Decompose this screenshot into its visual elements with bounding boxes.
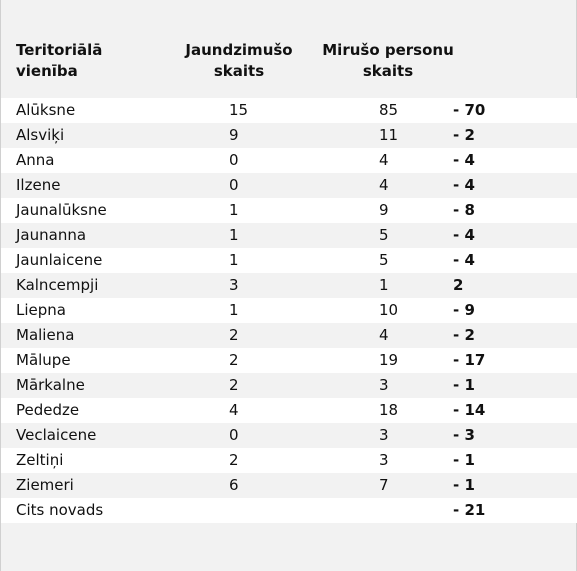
row-difference: 2 bbox=[453, 276, 464, 294]
table-row: Maliena 2 4 - 2 bbox=[1, 323, 577, 348]
header-deaths: Mirušo personu skaits bbox=[322, 41, 454, 80]
row-deaths: 4 bbox=[379, 326, 389, 344]
row-difference: - 3 bbox=[453, 426, 475, 444]
row-difference: - 1 bbox=[453, 376, 475, 394]
row-deaths: 19 bbox=[379, 351, 399, 369]
row-name: Alūksne bbox=[16, 101, 76, 119]
table-row: Veclaicene 0 3 - 3 bbox=[1, 423, 577, 448]
row-deaths: 4 bbox=[379, 151, 389, 169]
table-row: Mārkalne 2 3 - 1 bbox=[1, 373, 577, 398]
row-births: 1 bbox=[229, 251, 239, 269]
row-name: Pededze bbox=[16, 401, 80, 419]
row-name: Jaunalūksne bbox=[16, 201, 107, 219]
row-births: 0 bbox=[229, 151, 239, 169]
table-row: Mālupe 2 19 - 17 bbox=[1, 348, 577, 373]
row-births: 1 bbox=[229, 201, 239, 219]
row-difference: - 2 bbox=[453, 126, 475, 144]
row-difference: - 9 bbox=[453, 301, 475, 319]
row-deaths: 4 bbox=[379, 176, 389, 194]
table-row: Zeltiņi 2 3 - 1 bbox=[1, 448, 577, 473]
row-deaths: 7 bbox=[379, 476, 389, 494]
row-difference: - 4 bbox=[453, 176, 475, 194]
row-difference: - 21 bbox=[453, 501, 486, 519]
header-territorial-unit: Teritoriālā vienība bbox=[16, 41, 103, 80]
table-row: Pededze 4 18 - 14 bbox=[1, 398, 577, 423]
row-births: 9 bbox=[229, 126, 239, 144]
table-row: Jaunanna 1 5 - 4 bbox=[1, 223, 577, 248]
row-births: 1 bbox=[229, 301, 239, 319]
row-name: Anna bbox=[16, 151, 55, 169]
row-deaths: 1 bbox=[379, 276, 389, 294]
row-deaths: 5 bbox=[379, 226, 389, 244]
row-name: Maliena bbox=[16, 326, 75, 344]
row-name: Cits novads bbox=[16, 501, 104, 519]
row-difference: - 1 bbox=[453, 476, 475, 494]
row-deaths: 10 bbox=[379, 301, 399, 319]
table-row: Kalncempji 3 1 2 bbox=[1, 273, 577, 298]
row-births: 6 bbox=[229, 476, 239, 494]
row-births: 2 bbox=[229, 376, 239, 394]
row-births: 2 bbox=[229, 326, 239, 344]
row-deaths: 3 bbox=[379, 426, 389, 444]
row-births: 0 bbox=[229, 176, 239, 194]
row-name: Kalncempji bbox=[16, 276, 99, 294]
row-name: Alsviķi bbox=[16, 126, 65, 144]
row-difference: - 2 bbox=[453, 326, 475, 344]
row-births: 15 bbox=[229, 101, 249, 119]
row-deaths: 9 bbox=[379, 201, 389, 219]
row-deaths: 5 bbox=[379, 251, 389, 269]
row-births: 0 bbox=[229, 426, 239, 444]
table-row: Anna 0 4 - 4 bbox=[1, 148, 577, 173]
table-row: Liepna 1 10 - 9 bbox=[1, 298, 577, 323]
row-name: Ziemeri bbox=[16, 476, 74, 494]
row-deaths: 85 bbox=[379, 101, 399, 119]
row-difference: - 4 bbox=[453, 151, 475, 169]
row-deaths: 18 bbox=[379, 401, 399, 419]
table-header: Teritoriālā vienība Jaundzimušo skaits M… bbox=[1, 40, 577, 82]
table-row: Alsviķi 9 11 - 2 bbox=[1, 123, 577, 148]
row-difference: - 14 bbox=[453, 401, 486, 419]
table-row: Alūksne 15 85 - 70 bbox=[1, 98, 577, 123]
row-name: Liepna bbox=[16, 301, 66, 319]
row-difference: - 4 bbox=[453, 226, 475, 244]
row-difference: - 8 bbox=[453, 201, 475, 219]
row-name: Jaunlaicene bbox=[16, 251, 103, 269]
row-births: 1 bbox=[229, 226, 239, 244]
row-births: 3 bbox=[229, 276, 239, 294]
row-name: Jaunanna bbox=[16, 226, 87, 244]
row-deaths: 3 bbox=[379, 376, 389, 394]
table-row: Cits novads - 21 bbox=[1, 498, 577, 523]
row-births: 2 bbox=[229, 451, 239, 469]
table-body: Alūksne 15 85- 70 Alsviķi 9 11- 2 Anna 0 4- 4 Ilz… bbox=[1, 98, 577, 523]
row-difference: - 1 bbox=[453, 451, 475, 469]
row-name: Ilzene bbox=[16, 176, 61, 194]
row-name: Zeltiņi bbox=[16, 451, 64, 469]
row-name: Veclaicene bbox=[16, 426, 97, 444]
row-births: 4 bbox=[229, 401, 239, 419]
table-row: Jaunalūksne 1 9 - 8 bbox=[1, 198, 577, 223]
row-difference: - 4 bbox=[453, 251, 475, 269]
row-name: Mārkalne bbox=[16, 376, 85, 394]
row-difference: - 17 bbox=[453, 351, 486, 369]
header-births: Jaundzimušo skaits bbox=[185, 41, 293, 80]
table-row: Jaunlaicene 1 5 - 4 bbox=[1, 248, 577, 273]
row-deaths: 3 bbox=[379, 451, 389, 469]
row-difference: - 70 bbox=[453, 101, 486, 119]
row-name: Mālupe bbox=[16, 351, 71, 369]
row-deaths: 11 bbox=[379, 126, 399, 144]
row-births: 2 bbox=[229, 351, 239, 369]
table-row: Ilzene 0 4 - 4 bbox=[1, 173, 577, 198]
table-row: Ziemeri 6 7 - 1 bbox=[1, 473, 577, 498]
